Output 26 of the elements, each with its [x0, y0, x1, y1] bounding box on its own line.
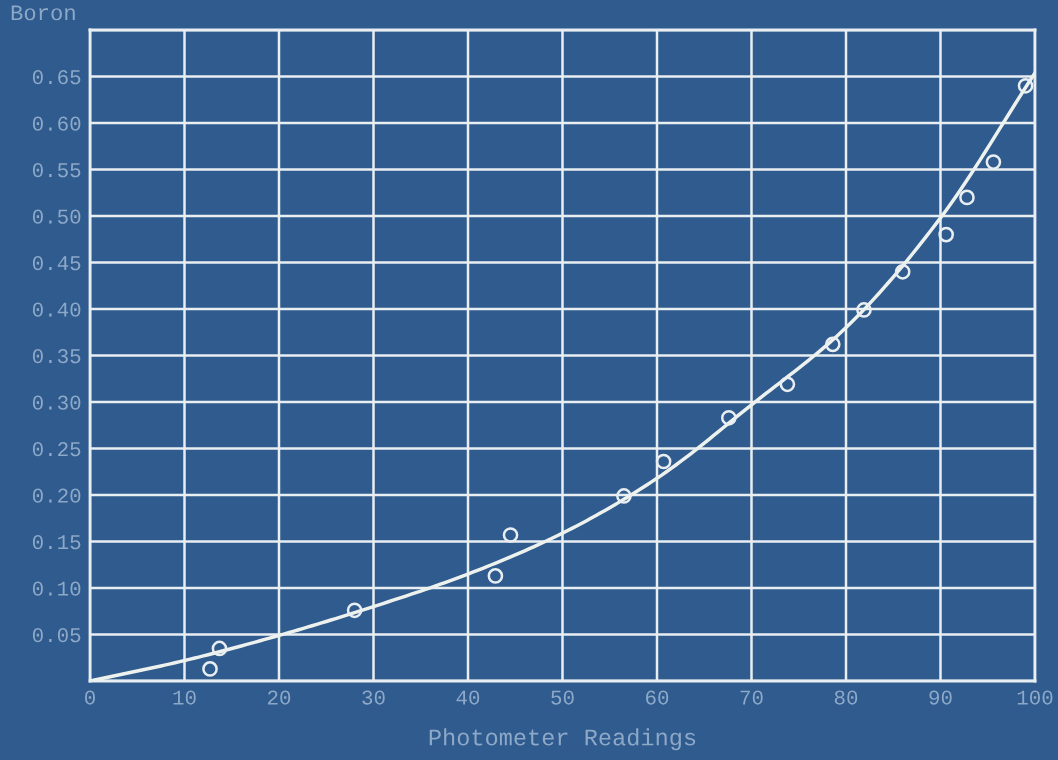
x-tick-label: 90 [929, 690, 952, 705]
x-tick-label: 70 [740, 690, 763, 705]
x-tick-label: 0 [85, 690, 95, 705]
y-tick-label: 0.15 [32, 535, 81, 550]
x-tick-label: 80 [834, 690, 858, 705]
y-tick-label: 0.10 [32, 581, 81, 596]
y-axis-title: Boron [11, 5, 75, 21]
y-tick-label: 0.55 [32, 163, 81, 178]
y-tick-label: 0.05 [32, 628, 81, 643]
x-tick-label: 10 [173, 690, 196, 705]
y-tick-label: 0.25 [32, 442, 81, 457]
x-axis-title: Photometer Readings [429, 728, 696, 751]
x-tick-label: 60 [646, 690, 669, 705]
x-tick-label: 100 [1017, 690, 1053, 705]
x-tick-label: 20 [267, 690, 291, 705]
y-tick-label: 0.40 [32, 302, 81, 317]
y-tick-label: 0.35 [32, 349, 81, 364]
x-tick-label: 40 [456, 690, 480, 705]
y-tick-label: 0.65 [32, 70, 81, 85]
y-tick-label: 0.30 [32, 395, 81, 410]
y-tick-label: 0.45 [32, 256, 81, 271]
x-tick-label: 30 [362, 690, 385, 705]
y-tick-label: 0.60 [32, 116, 81, 131]
y-tick-label: 0.50 [32, 209, 81, 224]
y-tick-label: 0.20 [32, 488, 81, 503]
x-tick-label: 50 [551, 690, 574, 705]
